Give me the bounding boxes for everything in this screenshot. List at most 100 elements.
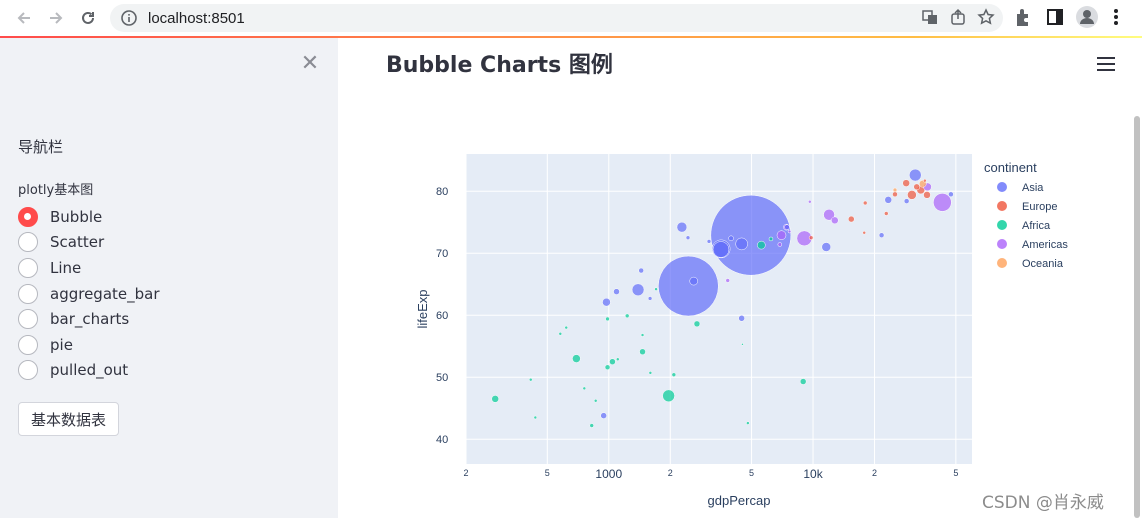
bubble-point-africa bbox=[605, 316, 610, 322]
watermark-text: CSDN @肖永威 bbox=[982, 493, 1104, 513]
legend-marker bbox=[997, 182, 1007, 192]
reload-icon bbox=[82, 11, 94, 24]
bubble-point-asia bbox=[948, 191, 954, 198]
bubble-point-europe bbox=[892, 191, 898, 198]
translate-icon[interactable] bbox=[921, 8, 939, 26]
radio-option-label: Line bbox=[50, 258, 82, 277]
x-tick-label: 1000 bbox=[595, 467, 622, 481]
bubble-point-africa bbox=[491, 395, 499, 403]
bubble-point-africa bbox=[604, 364, 611, 371]
address-bar[interactable]: localhost:8501 bbox=[110, 4, 1003, 32]
sidebar-title: 导航栏 bbox=[18, 138, 64, 156]
bubble-point-asia bbox=[735, 237, 748, 251]
bubble-point-asia bbox=[602, 297, 611, 307]
forward-button[interactable] bbox=[41, 3, 71, 33]
x-axis-label: gdpPercap bbox=[708, 493, 771, 508]
radio-button-icon[interactable] bbox=[18, 360, 38, 381]
bubble-point-europe bbox=[808, 235, 814, 240]
bubble-point-asia bbox=[909, 168, 922, 182]
radio-option-line[interactable]: Line bbox=[18, 255, 160, 281]
bubble-point-africa bbox=[564, 325, 568, 330]
x-tick-label: 2 bbox=[668, 468, 673, 478]
x-tick-label: 2 bbox=[463, 468, 468, 478]
forward-arrow-icon bbox=[50, 12, 63, 24]
bubble-point-africa bbox=[533, 415, 538, 420]
bubble-point-europe bbox=[913, 183, 920, 191]
bubble-point-europe bbox=[923, 191, 931, 199]
bubble-point-americas bbox=[725, 278, 730, 283]
bubble-point-africa bbox=[572, 354, 581, 363]
legend-item-label: Oceania bbox=[1022, 258, 1064, 270]
bubble-point-africa bbox=[671, 372, 677, 377]
bubble-point-asia bbox=[647, 296, 653, 301]
bubble-point-asia bbox=[784, 224, 790, 230]
legend-item-label: Asia bbox=[1022, 182, 1044, 194]
bubble-point-asia bbox=[903, 198, 910, 204]
radio-button-icon[interactable] bbox=[18, 232, 38, 253]
menu-dots-icon[interactable] bbox=[1106, 4, 1126, 30]
bubble-point-asia bbox=[600, 412, 607, 419]
close-sidebar-icon[interactable]: ✕ bbox=[300, 51, 320, 76]
bubble-point-asia bbox=[631, 283, 645, 297]
bubble-point-africa bbox=[582, 386, 587, 391]
sidepanel-icon[interactable] bbox=[1042, 4, 1068, 30]
chart-type-radio-group: Bubble Scatter Line aggregate_bar bar_ch… bbox=[18, 204, 160, 383]
radio-button-icon[interactable] bbox=[18, 309, 38, 330]
bubble-point-europe bbox=[923, 178, 927, 183]
bubble-point-asia bbox=[821, 242, 832, 252]
extensions-icon[interactable] bbox=[1010, 4, 1036, 30]
bubble-point-americas bbox=[808, 199, 812, 204]
radio-option-label: bar_charts bbox=[50, 310, 130, 329]
info-icon bbox=[121, 10, 137, 26]
profile-avatar-icon[interactable] bbox=[1074, 4, 1100, 30]
bubble-point-asia bbox=[884, 196, 893, 204]
bubble-point-americas bbox=[933, 193, 952, 212]
bubble-layer bbox=[491, 168, 954, 428]
bubble-point-africa bbox=[529, 377, 533, 382]
radio-button-icon[interactable] bbox=[18, 334, 38, 355]
bubble-point-africa bbox=[757, 240, 766, 250]
legend-marker bbox=[997, 220, 1007, 230]
share-icon[interactable] bbox=[949, 8, 967, 26]
x-tick-label: 5 bbox=[953, 468, 958, 478]
bubble-point-americas bbox=[787, 229, 792, 234]
x-tick-label: 2 bbox=[872, 468, 877, 478]
radio-button-icon[interactable] bbox=[18, 206, 38, 227]
bubble-point-africa bbox=[648, 371, 653, 375]
legend-item-label: Europe bbox=[1022, 201, 1057, 213]
browser-toolbar: localhost:8501 bbox=[0, 0, 1142, 36]
radio-option-bubble[interactable]: Bubble bbox=[18, 204, 160, 230]
bubble-point-europe bbox=[862, 200, 868, 206]
page-title: Bubble Charts 图例 bbox=[386, 53, 613, 78]
radio-button-icon[interactable] bbox=[18, 257, 38, 278]
radio-button-icon[interactable] bbox=[18, 283, 38, 304]
x-tick-label: 5 bbox=[749, 468, 754, 478]
radio-option-label: pie bbox=[50, 335, 73, 354]
radio-option-pulled-out[interactable]: pulled_out bbox=[18, 358, 160, 384]
back-button[interactable] bbox=[9, 3, 39, 33]
radio-option-label: pulled_out bbox=[50, 361, 129, 380]
x-tick-label: 5 bbox=[545, 468, 550, 478]
radio-option-label: Bubble bbox=[50, 207, 103, 226]
reload-button[interactable] bbox=[73, 3, 103, 33]
hamburger-menu-icon[interactable] bbox=[1097, 57, 1115, 73]
bubble-point-asia bbox=[689, 276, 698, 286]
star-icon[interactable] bbox=[977, 8, 995, 26]
bubble-point-africa bbox=[639, 348, 646, 356]
bubble-point-asia bbox=[728, 235, 734, 242]
bubble-point-africa bbox=[640, 333, 645, 337]
bubble-point-africa bbox=[662, 389, 675, 403]
data-table-button[interactable]: 基本数据表 bbox=[18, 402, 120, 436]
scrollbar[interactable] bbox=[1134, 116, 1140, 518]
plot-background bbox=[466, 154, 972, 464]
radio-option-bar-charts[interactable]: bar_charts bbox=[18, 306, 160, 332]
legend-item-label: Americas bbox=[1022, 239, 1068, 251]
radio-option-aggregate-bar[interactable]: aggregate_bar bbox=[18, 281, 160, 307]
bubble-point-africa bbox=[624, 313, 630, 319]
sidebar: ✕ 导航栏 plotly基本图 Bubble Scatter Line aggr… bbox=[0, 38, 338, 518]
bubble-point-asia bbox=[685, 235, 691, 240]
bubble-point-africa bbox=[609, 358, 616, 365]
radio-option-scatter[interactable]: Scatter bbox=[18, 230, 160, 256]
bubble-point-oceania bbox=[892, 187, 898, 193]
radio-option-pie[interactable]: pie bbox=[18, 332, 160, 358]
